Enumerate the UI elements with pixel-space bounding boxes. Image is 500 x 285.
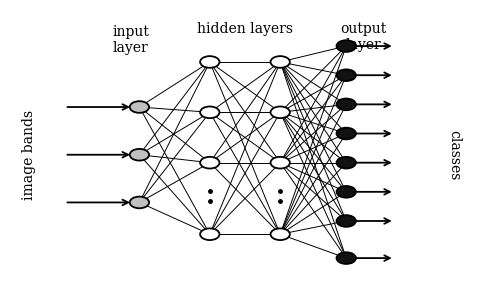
Circle shape [270, 107, 290, 118]
Circle shape [336, 69, 356, 81]
Circle shape [336, 128, 356, 139]
Circle shape [336, 186, 356, 198]
Circle shape [336, 157, 356, 168]
Circle shape [200, 157, 220, 168]
Text: image bands: image bands [22, 110, 36, 200]
Circle shape [200, 56, 220, 68]
Text: input
layer: input layer [112, 25, 149, 55]
Circle shape [270, 56, 290, 68]
Text: hidden layers: hidden layers [197, 22, 293, 36]
Circle shape [270, 157, 290, 168]
Circle shape [336, 252, 356, 264]
Circle shape [200, 107, 220, 118]
Circle shape [130, 149, 149, 160]
Circle shape [336, 40, 356, 52]
Circle shape [336, 99, 356, 110]
Text: output
layer: output layer [340, 22, 387, 52]
Circle shape [130, 197, 149, 208]
Circle shape [270, 228, 290, 240]
Circle shape [336, 215, 356, 227]
Circle shape [130, 101, 149, 113]
Circle shape [200, 228, 220, 240]
Text: classes: classes [447, 130, 461, 180]
